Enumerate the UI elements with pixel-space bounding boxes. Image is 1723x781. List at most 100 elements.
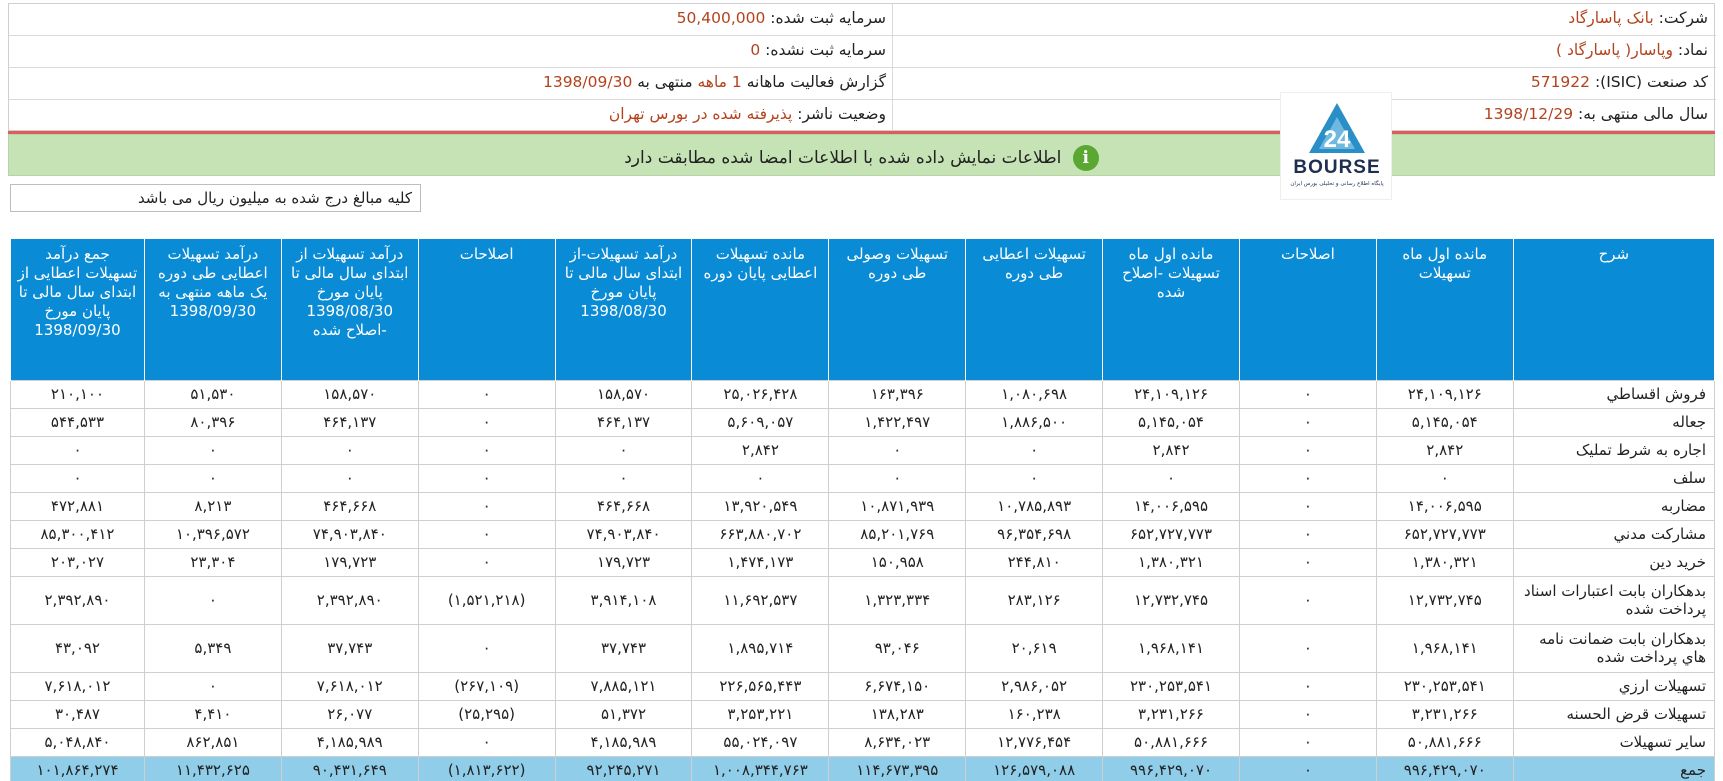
registered-capital-value: 50,400,000 bbox=[676, 9, 766, 27]
table-cell: ۳۷,۷۴۳ bbox=[554, 623, 693, 673]
info-row: کد صنعت (ISIC): 571922 گزارش فعالیت ماها… bbox=[9, 68, 1716, 100]
column-header[interactable]: مانده تسهیلات اعطایی پایان دوره bbox=[691, 239, 830, 380]
total-row: جمع ۹۹۶,۴۲۹,۰۷۰ ۰ ۹۹۶,۴۲۹,۰۷۰ ۱۲۶,۵۷۹,۰۸۸ ۱۱۴… bbox=[10, 755, 1716, 781]
table-row: تسهيلات ارزي ۲۳۰,۲۵۳,۵۴۱ ۰ ۲۳۰,۲۵۳,۵۴۱ ۲,۹۸۶… bbox=[10, 671, 1716, 701]
table-cell: ۰ bbox=[1238, 575, 1377, 625]
table-cell: ۰ bbox=[417, 547, 556, 577]
table-cell: ۱۳,۹۲۰,۵۴۹ bbox=[691, 491, 830, 521]
table-cell: ۰ bbox=[965, 435, 1104, 465]
table-cell: ۰ bbox=[1238, 755, 1377, 781]
table-cell: ۲۸۳,۱۲۶ bbox=[965, 575, 1104, 625]
table-cell: ۸,۶۳۴,۰۲۳ bbox=[828, 727, 967, 757]
bourse24-logo[interactable]: 24 BOURSE پایگاه اطلاع رسانی و تحلیلی بو… bbox=[1280, 92, 1392, 200]
row-description: ساير تسهيلات bbox=[1512, 727, 1716, 757]
column-header[interactable]: جمع درآمد تسهیلات اعطایی از ابتدای سال م… bbox=[10, 239, 145, 380]
table-cell: ۲۴۴,۸۱۰ bbox=[965, 547, 1104, 577]
row-description: اجاره به شرط تمليک bbox=[1512, 435, 1716, 465]
symbol-value[interactable]: وپاسار( پاسارگاد ) bbox=[1556, 41, 1673, 59]
table-cell: ۴۳,۰۹۲ bbox=[10, 623, 145, 673]
table-cell: ۱۱,۶۹۲,۵۳۷ bbox=[691, 575, 830, 625]
table-cell: ۵,۳۴۹ bbox=[143, 623, 282, 673]
table-cell: ۱۵۰,۹۵۸ bbox=[828, 547, 967, 577]
table-cell: ۵,۱۴۵,۰۵۴ bbox=[1102, 407, 1240, 437]
table-cell: ۱,۳۸۰,۳۲۱ bbox=[1102, 547, 1240, 577]
table-cell: ۵۴۴,۵۳۳ bbox=[10, 407, 145, 437]
table-cell: ۰ bbox=[828, 463, 967, 493]
table-cell: ۱۴,۰۰۶,۵۹۵ bbox=[1102, 491, 1240, 521]
table-row: بدهکاران بابت ضمانت نامه هاي پرداخت شده ۱… bbox=[10, 623, 1716, 673]
table-row: جعاله ۵,۱۴۵,۰۵۴ ۰ ۵,۱۴۵,۰۵۴ ۱,۸۸۶,۵۰۰ ۱,۴۲۲,۴… bbox=[10, 407, 1716, 437]
table-cell: ۷,۶۱۸,۰۱۲ bbox=[280, 671, 419, 701]
table-header-row: شرح مانده اول ماه تسهیلات اصلاحات مانده … bbox=[10, 239, 1716, 380]
table-cell: ۱۰,۳۹۶,۵۷۲ bbox=[143, 519, 282, 549]
column-header[interactable]: اصلاحات bbox=[1238, 239, 1377, 380]
table-cell: ۳,۲۵۳,۲۲۱ bbox=[691, 699, 830, 729]
company-info-panel: شرکت: بانک پاسارگاد سرمایه ثبت شده: 50,4… bbox=[8, 3, 1716, 132]
column-header[interactable]: تسهیلات وصولی طی دوره bbox=[828, 239, 967, 380]
facilities-table: شرح مانده اول ماه تسهیلات اصلاحات مانده … bbox=[10, 239, 1716, 781]
table-cell: ۶۵۲,۷۲۷,۷۷۳ bbox=[1102, 519, 1240, 549]
table-cell: ۰ bbox=[417, 491, 556, 521]
table-cell: ۰ bbox=[1238, 407, 1377, 437]
info-row: شرکت: بانک پاسارگاد سرمایه ثبت شده: 50,4… bbox=[9, 4, 1716, 36]
column-header[interactable]: مانده اول ماه تسهیلات -اصلاح شده bbox=[1102, 239, 1240, 380]
table-cell: ۲۰۳,۰۲۷ bbox=[10, 547, 145, 577]
symbol-field: نماد: وپاسار( پاسارگاد ) bbox=[893, 36, 1716, 67]
table-cell: ۰ bbox=[143, 575, 282, 625]
table-row: سلف ۰ ۰ ۰ ۰ ۰ ۰ ۰ ۰ ۰ ۰ ۰ bbox=[10, 463, 1716, 493]
row-description: سلف bbox=[1512, 463, 1716, 493]
row-description: بدهکاران بابت اعتبارات اسناد پرداخت شده bbox=[1512, 575, 1716, 625]
table-cell: ۲۴,۱۰۹,۱۲۶ bbox=[1102, 379, 1240, 409]
table-cell: ۱۳۸,۲۸۳ bbox=[828, 699, 967, 729]
column-header[interactable]: مانده اول ماه تسهیلات bbox=[1375, 239, 1514, 380]
table-cell: ۷,۶۱۸,۰۱۲ bbox=[10, 671, 145, 701]
table-cell: ۹۹۶,۴۲۹,۰۷۰ bbox=[1375, 755, 1514, 781]
table-cell: ۱۵۸,۵۷۰ bbox=[554, 379, 693, 409]
table-cell: ۵۰,۸۸۱,۶۶۶ bbox=[1375, 727, 1514, 757]
table-cell: ۵,۰۴۸,۸۴۰ bbox=[10, 727, 145, 757]
unregistered-capital-value: 0 bbox=[750, 41, 761, 59]
table-cell: ۲۳۰,۲۵۳,۵۴۱ bbox=[1375, 671, 1514, 701]
table-cell: (۲۵,۲۹۵) bbox=[417, 699, 556, 729]
table-body: فروش اقساطي ۲۴,۱۰۹,۱۲۶ ۰ ۲۴,۱۰۹,۱۲۶ ۱,۰۸۰,۶۹… bbox=[10, 379, 1716, 781]
table-cell: ۳۰,۴۸۷ bbox=[10, 699, 145, 729]
table-cell: ۸۶۲,۸۵۱ bbox=[143, 727, 282, 757]
info-row: سال مالی منتهی به: 1398/12/29 وضعیت ناشر… bbox=[9, 100, 1716, 132]
table-row: اجاره به شرط تمليک ۲,۸۴۲ ۰ ۲,۸۴۲ ۰ ۰ ۲,۸۴۲ ۰ ۰ ۰ ۰… bbox=[10, 435, 1716, 465]
logo-brand: BOURSE bbox=[1293, 157, 1380, 178]
column-header[interactable]: درآمد تسهیلات اعطایی طی دوره یک ماهه منت… bbox=[143, 239, 282, 380]
isic-value: 571922 bbox=[1530, 73, 1591, 91]
row-description: جعاله bbox=[1512, 407, 1716, 437]
table-cell: ۴,۱۸۵,۹۸۹ bbox=[280, 727, 419, 757]
table-cell: ۰ bbox=[1238, 435, 1377, 465]
table-cell: ۰ bbox=[280, 435, 419, 465]
table-cell: ۲,۳۹۲,۸۹۰ bbox=[280, 575, 419, 625]
table-cell: ۱,۰۰۸,۳۴۴,۷۶۳ bbox=[691, 755, 830, 781]
column-header[interactable]: اصلاحات bbox=[417, 239, 556, 380]
table-cell: ۲۵,۰۲۶,۴۲۸ bbox=[691, 379, 830, 409]
column-header[interactable]: درآمد تسهیلات از ابتدای سال مالی تا پایا… bbox=[280, 239, 419, 380]
table-cell: ۰ bbox=[280, 463, 419, 493]
table-cell: ۱,۳۲۳,۳۳۴ bbox=[828, 575, 967, 625]
table-cell: ۲۱۰,۱۰۰ bbox=[10, 379, 145, 409]
table-cell: ۱۶۰,۲۳۸ bbox=[965, 699, 1104, 729]
row-description: تسهيلات ارزي bbox=[1512, 671, 1716, 701]
table-cell: ۸۰,۳۹۶ bbox=[143, 407, 282, 437]
table-row: بدهکاران بابت اعتبارات اسناد پرداخت شده ۱… bbox=[10, 575, 1716, 625]
table-cell: ۴۶۴,۶۶۸ bbox=[280, 491, 419, 521]
publisher-status-label: وضعیت ناشر: bbox=[797, 105, 886, 123]
report-prefix: گزارش فعالیت ماهانه bbox=[746, 73, 886, 91]
table-cell: ۸۵,۲۰۱,۷۶۹ bbox=[828, 519, 967, 549]
table-cell: ۳۷,۷۴۳ bbox=[280, 623, 419, 673]
column-header[interactable]: شرح bbox=[1512, 239, 1716, 380]
column-header[interactable]: تسهیلات اعطایی طی دوره bbox=[965, 239, 1104, 380]
fiscal-year-value: 1398/12/29 bbox=[1483, 105, 1574, 123]
table-cell: ۰ bbox=[691, 463, 830, 493]
table-cell: ۰ bbox=[965, 463, 1104, 493]
table-cell: ۲,۸۴۲ bbox=[691, 435, 830, 465]
table-cell: ۰ bbox=[417, 463, 556, 493]
table-cell: ۰ bbox=[417, 435, 556, 465]
table-cell: ۱۶۳,۳۹۶ bbox=[828, 379, 967, 409]
table-cell: ۶۶۳,۸۸۰,۷۰۲ bbox=[691, 519, 830, 549]
column-header[interactable]: درآمد تسهیلات-از ابتدای سال مالی تا پایا… bbox=[554, 239, 693, 380]
